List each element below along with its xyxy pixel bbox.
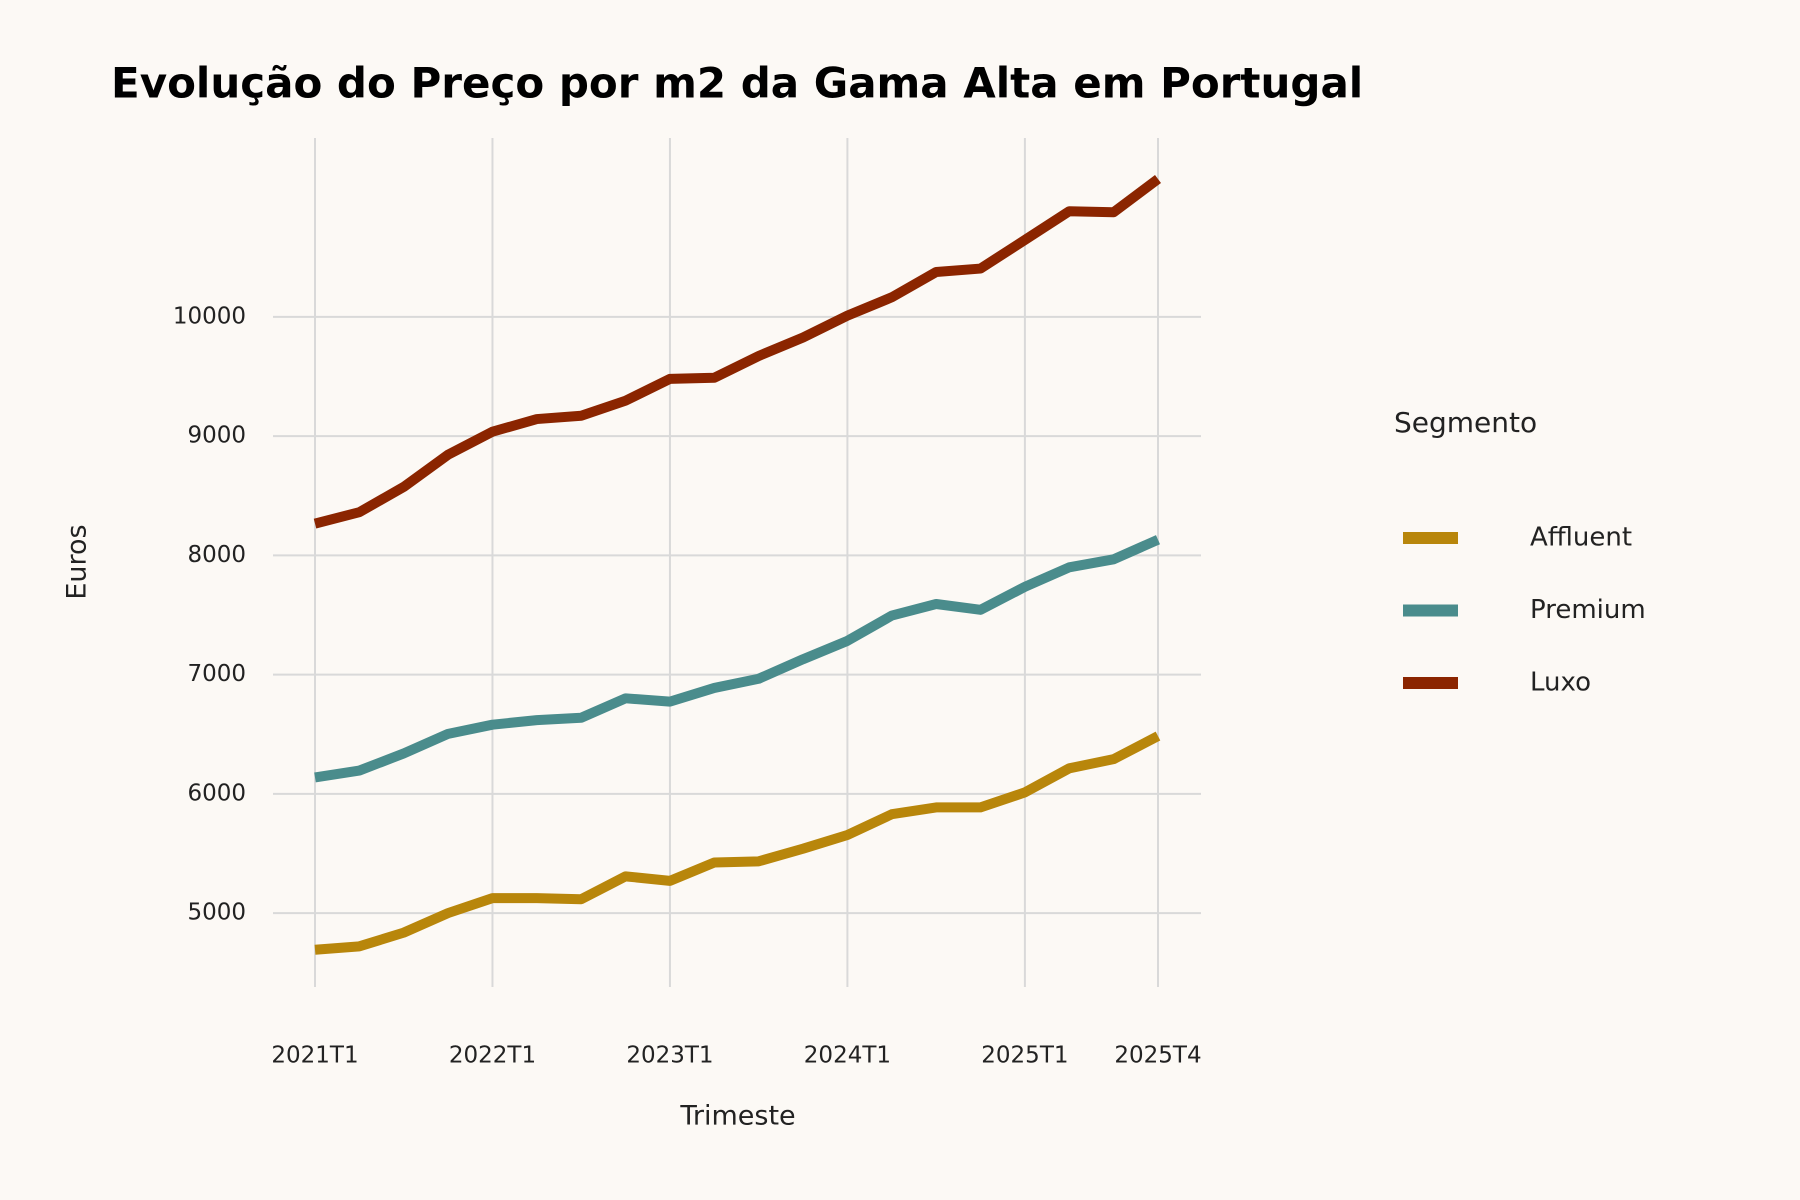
y-tick-label: 6000 xyxy=(187,780,246,806)
legend-label: Premium xyxy=(1530,595,1646,625)
line xyxy=(313,175,1161,529)
x-tick-label: 2025T4 xyxy=(1114,1043,1201,1069)
y-tick-label: 5000 xyxy=(187,900,246,926)
x-axis-title: Trimeste xyxy=(679,1101,795,1132)
line xyxy=(314,731,1161,955)
y-tick-label: 7000 xyxy=(187,661,246,687)
x-tick-label: 2024T1 xyxy=(804,1043,891,1069)
chart-title: Evolução do Preço por m2 da Gama Alta em… xyxy=(111,59,1363,108)
y-tick-label: 8000 xyxy=(187,542,246,568)
x-tick-label: 2022T1 xyxy=(449,1043,536,1069)
legend-label: Affluent xyxy=(1530,523,1632,553)
line xyxy=(314,535,1161,783)
y-tick-label: 9000 xyxy=(187,423,246,449)
y-axis-title: Euros xyxy=(62,524,93,599)
legend-label: Luxo xyxy=(1530,668,1591,698)
y-tick-label: 10000 xyxy=(173,303,246,329)
x-tick-label: 2025T1 xyxy=(981,1043,1068,1069)
legend-title: Segmento xyxy=(1394,406,1537,439)
x-tick-label: 2021T1 xyxy=(271,1043,358,1069)
x-tick-label: 2023T1 xyxy=(626,1043,713,1069)
